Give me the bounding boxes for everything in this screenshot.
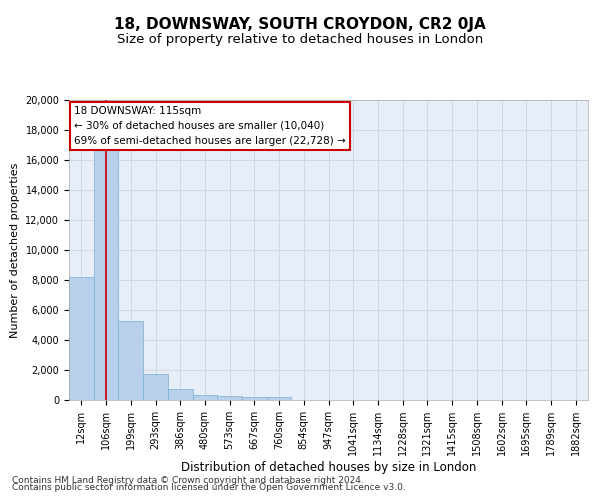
Text: Contains HM Land Registry data © Crown copyright and database right 2024.: Contains HM Land Registry data © Crown c… bbox=[12, 476, 364, 485]
Text: Size of property relative to detached houses in London: Size of property relative to detached ho… bbox=[117, 32, 483, 46]
Text: Contains public sector information licensed under the Open Government Licence v3: Contains public sector information licen… bbox=[12, 484, 406, 492]
Bar bbox=[69, 277, 94, 400]
Bar bbox=[94, 150, 118, 400]
Bar bbox=[267, 398, 292, 400]
Text: 18, DOWNSWAY, SOUTH CROYDON, CR2 0JA: 18, DOWNSWAY, SOUTH CROYDON, CR2 0JA bbox=[114, 18, 486, 32]
Bar bbox=[217, 396, 242, 400]
Bar bbox=[193, 395, 217, 400]
Bar bbox=[143, 374, 168, 400]
Text: 18 DOWNSWAY: 115sqm
← 30% of detached houses are smaller (10,040)
69% of semi-de: 18 DOWNSWAY: 115sqm ← 30% of detached ho… bbox=[74, 106, 346, 146]
X-axis label: Distribution of detached houses by size in London: Distribution of detached houses by size … bbox=[181, 461, 476, 474]
Bar bbox=[118, 320, 143, 400]
Bar bbox=[168, 389, 193, 400]
Bar bbox=[242, 397, 267, 400]
Y-axis label: Number of detached properties: Number of detached properties bbox=[10, 162, 20, 338]
